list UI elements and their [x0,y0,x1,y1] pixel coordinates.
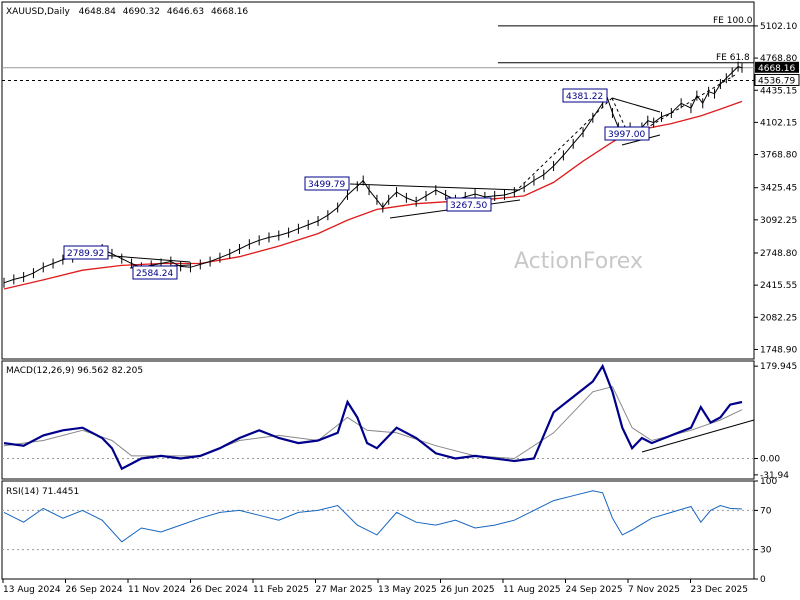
rsi-panel-frame [1,480,755,580]
price-y-tick-label: 4102.15 [760,118,797,128]
level-label-3267: 3267.50 [446,197,492,212]
ohlc-close: 4668.16 [211,7,248,17]
price-y-axis: 5102.10 4768.80 4435.15 4102.15 3768.80 3425.… [754,22,797,355]
fe100-label: FE 100.0 [713,16,753,26]
x-tick-label: 26 Jun 2025 [441,585,495,595]
level-label-2584: 2584.24 [132,265,178,280]
x-tick-label: 13 Aug 2024 [3,585,61,595]
rsi-line [3,490,743,543]
macd-y-tick-label: 0.00 [760,454,780,464]
x-tick-label: 7 Nov 2025 [628,585,680,595]
x-tick-label: 13 May 2025 [378,585,437,595]
x-tick-label: 11 Aug 2025 [503,585,561,595]
price-tag-level: 4536.79 [754,73,800,86]
x-tick-label: 11 Feb 2025 [253,585,309,595]
price-y-tick-label: 3092.25 [760,216,797,226]
ohlc-low: 4646.63 [167,7,204,17]
level-box-4381 [562,88,608,103]
rsi-panel-title: RSI(14) 71.4451 [6,487,79,497]
price-y-tick-label: 2748.80 [760,249,797,259]
macd-y-axis: 179.945 0.00 -31.94 [2,362,797,481]
level-label-3499: 3499.79 [304,176,350,191]
level-label-3997: 3997.00 [604,126,650,141]
price-y-tick-label: 2082.25 [760,313,797,323]
level-text-4381: 4381.22 [566,92,603,102]
price-tag-close-box [755,61,799,73]
triangle-line-3 [349,183,521,191]
macd-line [3,363,743,471]
price-y-tick-label: 4768.80 [760,54,797,64]
level-text-2789: 2789.92 [67,249,104,259]
price-y-tick-label: 3768.80 [760,151,797,161]
level-box-3997 [604,126,650,141]
level-label-2789: 2789.92 [63,245,109,260]
level-label-4381: 4381.22 [562,88,608,103]
level-box-3267 [446,197,492,212]
level-text-3267: 3267.50 [450,201,487,211]
level-box-2789 [63,245,109,260]
x-tick-label: 26 Sep 2024 [66,585,123,595]
symbol-title: XAUUSD,Daily [6,7,70,17]
x-tick-label: 26 Dec 2024 [191,585,249,595]
x-tick-label: 24 Sep 2025 [566,585,623,595]
price-y-tick-label: 3425.45 [760,184,797,194]
macd-panel-title: MACD(12,26,9) 96.562 82.205 [6,366,143,376]
price-panel-frame [1,1,755,360]
price-tag-level-box [754,73,800,86]
macd-y-tick-label: -31.94 [760,471,789,481]
price-tag-close-text: 4668.16 [758,64,795,74]
ohlc-high: 4690.32 [123,7,160,17]
level-box-2584 [132,265,178,280]
price-tag-level-text: 4536.79 [758,76,795,86]
rsi-panel: RSI(14) 71.4451 100 70 30 0 [1,477,777,585]
level-text-2584: 2584.24 [136,269,173,279]
price-tag-close: 4668.16 [755,61,799,74]
macd-panel: MACD(12,26,9) 96.562 82.205 179.945 0.00 -… [1,360,797,481]
price-panel-title: XAUUSD,Daily 4648.84 4690.32 4646.63 466… [6,7,248,17]
watermark: ActionForex [514,249,643,274]
macd-trendline [641,419,755,453]
macd-signal-line [3,386,743,460]
price-y-tick-label: 4435.15 [760,86,797,96]
rsi-y-tick-label: 100 [760,477,777,487]
rsi-y-tick-label: 0 [760,575,766,585]
x-tick-label: 27 Mar 2025 [316,585,373,595]
price-y-tick-label: 2415.55 [760,281,797,291]
level-box-3499 [304,176,350,191]
price-y-tick-label: 5102.10 [760,22,797,32]
level-text-3997: 3997.00 [608,130,645,140]
ohlc-open: 4648.84 [79,7,116,17]
flag-line-1 [611,97,661,113]
rsi-y-axis: 100 70 30 0 [2,477,777,585]
price-panel: ActionForex XAUUSD,Daily 4648.84 4690.32… [1,1,800,360]
fe618-label: FE 61.8 [716,53,750,63]
dashed-projection-1 [514,97,613,193]
x-axis: 13 Aug 2024 26 Sep 2024 11 Nov 2024 26 Dec … [2,579,749,595]
x-tick-label: 11 Nov 2024 [128,585,186,595]
rsi-y-tick-label: 70 [760,506,772,516]
price-y-tick-label: 1748.90 [760,345,797,355]
macd-panel-frame [1,360,755,480]
x-tick-label: 23 Dec 2025 [691,585,749,595]
rsi-y-tick-label: 30 [760,546,772,556]
level-text-3499: 3499.79 [308,180,345,190]
macd-y-tick-label: 179.945 [760,362,797,372]
